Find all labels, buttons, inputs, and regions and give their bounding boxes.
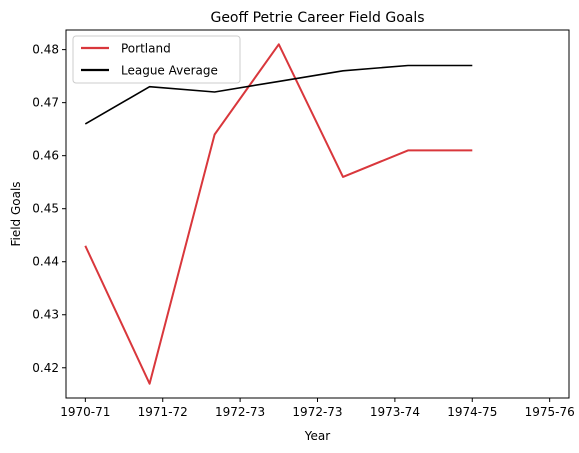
y-tick-label: 0.47: [32, 96, 59, 110]
x-tick-label: 1973-74: [370, 405, 420, 419]
y-axis-label: Field Goals: [9, 181, 23, 246]
chart-title: Geoff Petrie Career Field Goals: [210, 10, 424, 26]
y-tick-label: 0.45: [32, 202, 59, 216]
plot-area: [66, 30, 569, 398]
legend-label: League Average: [121, 64, 218, 78]
x-tick-label: 1972-73: [215, 405, 265, 419]
y-tick-label: 0.43: [32, 308, 59, 322]
x-tick-label: 1975-76: [525, 405, 575, 419]
x-tick-label: 1970-71: [60, 405, 110, 419]
x-axis-label: Year: [304, 429, 330, 443]
x-tick-label: 1974-75: [447, 405, 497, 419]
y-axis: 0.42 0.43 0.44 0.45 0.46 0.47 0.48: [32, 43, 66, 375]
y-tick-label: 0.48: [32, 43, 59, 57]
legend: Portland League Average: [73, 36, 240, 83]
x-tick-label: 1971-72: [138, 405, 188, 419]
x-tick-label: 1972-73: [292, 405, 342, 419]
y-tick-label: 0.42: [32, 361, 59, 375]
x-axis: 1970-71 1971-72 1972-73 1972-73 1973-74 1974-…: [60, 398, 574, 419]
legend-label: Portland: [121, 42, 171, 56]
y-tick-label: 0.46: [32, 149, 59, 163]
y-tick-label: 0.44: [32, 255, 59, 269]
